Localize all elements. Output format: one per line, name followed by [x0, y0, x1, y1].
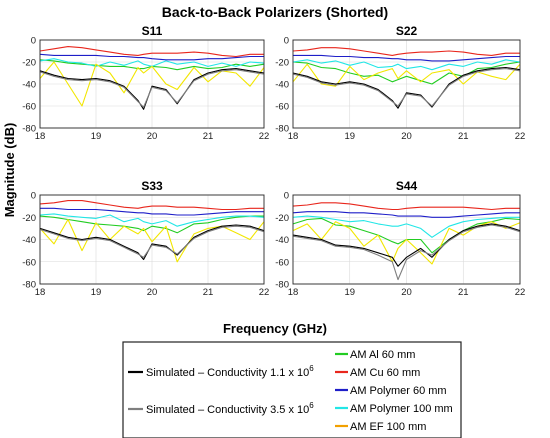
y-tick-label: -40	[275, 80, 289, 91]
y-tick-label: -60	[22, 257, 36, 268]
y-tick-label: 0	[284, 191, 289, 202]
x-tick-label: 22	[259, 131, 270, 142]
legend-entry-label: AM Cu 60 mm	[350, 367, 420, 379]
y-tick-label: 0	[31, 191, 36, 202]
series-line-am-cu-60-mm	[292, 47, 520, 56]
y-tick-label: -80	[275, 124, 289, 135]
y-tick-label: 0	[284, 36, 289, 47]
x-tick-label: 22	[259, 287, 270, 298]
series-line-am-al-60-mm	[39, 59, 265, 71]
x-tick-label: 18	[288, 287, 299, 298]
x-tick-label: 21	[458, 287, 469, 298]
subplot-s22: 18 19 20 21 22 0 -20 -40 -60 -80 S22	[275, 24, 525, 142]
legend-entry-label: Simulated – Conductivity 3.5 x 106	[146, 401, 314, 416]
series-line-simulated-conductivity-3-5-x-10-6	[39, 225, 265, 258]
series-line-am-cu-60-mm	[292, 202, 520, 211]
y-tick-label: -80	[22, 280, 36, 291]
subplot-s33: 18 19 20 21 22 0 -20 -40 -60 -80 S33	[22, 179, 269, 298]
legend-entry-label: AM Al 60 mm	[350, 349, 415, 361]
x-tick-label: 19	[91, 287, 102, 298]
y-tick-label: -80	[22, 124, 36, 135]
plot-border	[39, 39, 265, 129]
series-line-am-al-60-mm	[292, 61, 521, 85]
x-tick-label: 18	[288, 131, 299, 142]
y-tick-label: -40	[275, 235, 289, 246]
y-tick-label: 0	[31, 36, 36, 47]
subplot-s44: 18 19 20 21 22 0 -20 -40 -60 -80 S44	[275, 179, 525, 298]
x-tick-label: 20	[401, 131, 412, 142]
series-line-simulated-conductivity-1-1-x-10-6	[292, 223, 521, 267]
x-tick-label: 18	[35, 287, 46, 298]
subplot-title: S22	[396, 24, 418, 38]
x-tick-label: 20	[147, 131, 158, 142]
y-tick-label: -80	[275, 280, 289, 291]
subplot-title: S44	[396, 179, 418, 193]
series-line-am-polymer-100-mm	[292, 215, 520, 238]
x-tick-label: 21	[458, 131, 469, 142]
y-axis-label: Magnitude (dB)	[2, 123, 17, 218]
y-tick-label: -20	[22, 213, 36, 224]
subplot-title: S11	[142, 24, 163, 38]
series-line-am-cu-60-mm	[39, 46, 264, 58]
x-tick-label: 19	[344, 131, 355, 142]
legend-box	[122, 341, 462, 438]
x-tick-label: 19	[91, 131, 102, 142]
legend-entry-label: Simulated – Conductivity 1.1 x 106	[146, 364, 314, 379]
series-line-am-polymer-100-mm	[39, 213, 265, 227]
x-tick-label: 19	[344, 287, 355, 298]
series-line-simulated-conductivity-3-5-x-10-6	[292, 224, 521, 281]
series-line-simulated-conductivity-3-5-x-10-6	[39, 69, 265, 108]
series-line-am-al-60-mm	[39, 215, 264, 234]
y-tick-label: -60	[22, 102, 36, 113]
series-line-am-polymer-100-mm	[39, 58, 265, 67]
series-line-am-polymer-100-mm	[292, 59, 521, 71]
series-line-am-ef-100-mm	[292, 63, 521, 87]
x-tick-label: 22	[515, 287, 526, 298]
subplot-grid: 18 19 20 21 22 0 -20 -40 -60 -80 S11 18 19 20 21 22 0 -20…	[22, 24, 525, 298]
x-tick-label: 18	[35, 131, 46, 142]
plot-border	[39, 194, 265, 285]
y-tick-label: -40	[22, 80, 36, 91]
y-tick-label: -20	[275, 58, 289, 69]
series-line-simulated-conductivity-3-5-x-10-6	[292, 68, 521, 107]
chart-title: Back-to-Back Polarizers (Shorted)	[162, 4, 388, 20]
series-line-am-polymer-60-mm	[39, 53, 264, 61]
series-line-am-polymer-60-mm	[293, 54, 520, 62]
series-line-am-polymer-60-mm	[292, 211, 520, 218]
x-tick-label: 21	[203, 131, 214, 142]
x-tick-label: 21	[203, 287, 214, 298]
y-tick-label: -40	[22, 235, 36, 246]
legend-entry-label: AM EF 100 mm	[350, 421, 426, 433]
legend-entry-label: AM Polymer 100 mm	[350, 403, 453, 415]
x-axis-label: Frequency (GHz)	[223, 321, 327, 336]
legend: Simulated – Conductivity 1.1 x 106 Simula…	[122, 341, 462, 438]
y-tick-label: -20	[275, 213, 289, 224]
x-tick-label: 22	[515, 131, 526, 142]
legend-entry-label: AM Polymer 60 mm	[350, 385, 447, 397]
y-tick-label: -20	[22, 58, 36, 69]
subplot-title: S33	[141, 179, 163, 193]
y-tick-label: -60	[275, 257, 289, 268]
y-tick-label: -60	[275, 102, 289, 113]
subplot-s11: 18 19 20 21 22 0 -20 -40 -60 -80 S11	[22, 24, 269, 142]
x-tick-label: 20	[401, 287, 412, 298]
x-tick-label: 20	[147, 287, 158, 298]
series-line-am-polymer-60-mm	[40, 207, 264, 216]
series-line-am-cu-60-mm	[39, 200, 264, 211]
plot-border	[292, 194, 521, 285]
plot-border	[292, 39, 521, 129]
